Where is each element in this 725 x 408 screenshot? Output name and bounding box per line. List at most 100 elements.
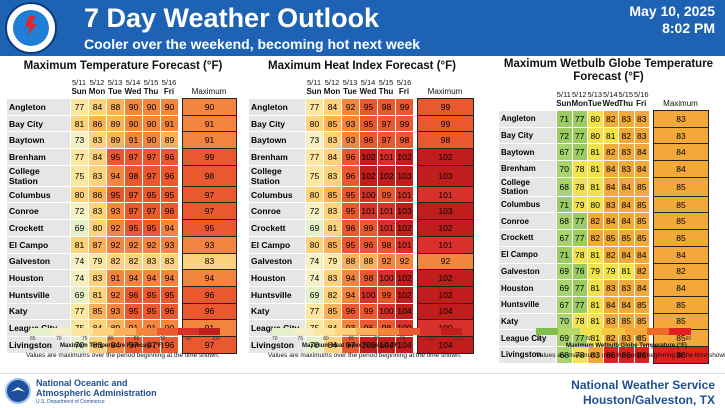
forecast-value-cell: 97 xyxy=(142,164,161,187)
forecast-value-cell: 81 xyxy=(587,279,604,297)
noaa-name-line2: Atmospheric Administration xyxy=(36,388,157,398)
table-row: College Station 68 78 81 84 84 85 85 xyxy=(498,176,709,197)
table-row: Baytown 67 77 81 82 83 84 84 xyxy=(498,143,709,162)
colorbar-tick-label: 70 xyxy=(55,336,62,342)
forecast-value-cell: 77 xyxy=(571,143,588,162)
forecast-value-cell: 82 xyxy=(618,126,635,145)
forecast-value-cell: 83 xyxy=(88,131,107,150)
forecast-value-cell: 77 xyxy=(70,98,89,116)
table-row: Huntsville 69 81 92 96 95 95 96 xyxy=(6,285,237,304)
table-row: Bay City 80 85 93 95 97 99 99 xyxy=(248,114,474,133)
location-name: Houston xyxy=(498,279,557,297)
forecast-value-cell: 85 xyxy=(618,229,635,247)
column-gap xyxy=(413,115,418,132)
colorbar-ticks: 65 70 75 80 85 90 95 100 xyxy=(30,336,220,342)
page-title: 7 Day Weather Outlook xyxy=(84,3,380,33)
forecast-value-cell: 95 xyxy=(341,235,360,254)
forecast-value-cell: 96 xyxy=(160,202,179,221)
nws-office-location: Houston/Galveston, TX xyxy=(582,393,715,407)
forecast-value-cell: 84 xyxy=(88,98,107,116)
maximum-value-cell: 99 xyxy=(417,114,474,133)
forecast-value-cell: 95 xyxy=(124,219,143,237)
maximum-value-cell: 91 xyxy=(182,131,237,150)
forecast-value-cell: 94 xyxy=(341,285,360,304)
forecast-value-cell: 77 xyxy=(571,110,588,128)
forecast-value-cell: 81 xyxy=(88,285,107,304)
forecast-value-cell: 79 xyxy=(587,262,604,281)
column-day: Sun xyxy=(556,99,572,108)
location-name: Katy xyxy=(6,302,71,321)
maximum-value-cell: 84 xyxy=(653,279,709,297)
forecast-table: Angleton 77 84 88 90 90 90 90 Bay City 81 86 89 90 90… xyxy=(6,98,237,354)
location-name: Houston xyxy=(6,269,71,287)
column-date: 5/15 xyxy=(143,78,159,87)
location-name: Crockett xyxy=(6,219,71,237)
forecast-value-cell: 77 xyxy=(571,279,588,297)
forecast-value-cell: 102 xyxy=(395,148,414,166)
forecast-value-cell: 67 xyxy=(556,295,573,314)
column-gap xyxy=(178,236,183,253)
forecast-value-cell: 87 xyxy=(88,235,107,254)
forecast-value-cell: 96 xyxy=(160,164,179,187)
forecast-value-cell: 85 xyxy=(323,302,342,321)
forecast-value-cell: 84 xyxy=(618,176,635,197)
forecast-value-cell: 83 xyxy=(618,279,635,297)
location-name: Huntsville xyxy=(498,295,557,314)
maximum-value-cell: 85 xyxy=(653,195,709,214)
location-name: Katy xyxy=(248,302,306,321)
location-name: Baytown xyxy=(6,131,71,150)
location-name: Angleton xyxy=(498,110,557,128)
forecast-value-cell: 92 xyxy=(142,235,161,254)
forecast-value-cell: 104 xyxy=(395,302,414,321)
footer: National Oceanic and Atmospheric Adminis… xyxy=(0,373,725,408)
column-gap xyxy=(413,253,418,270)
forecast-value-cell: 77 xyxy=(70,148,89,166)
forecast-value-cell: 82 xyxy=(633,262,650,281)
forecast-value-cell: 89 xyxy=(106,114,125,133)
forecast-value-cell: 90 xyxy=(142,131,161,150)
forecast-value-cell: 88 xyxy=(106,98,125,116)
colorbar-tick-label: 65 xyxy=(30,336,36,342)
forecast-value-cell: 84 xyxy=(633,279,650,297)
maximum-value-cell: 92 xyxy=(417,252,474,271)
maximum-value-cell: 98 xyxy=(182,164,237,187)
forecast-value-cell: 103 xyxy=(395,164,414,187)
colorbar-tick-label: 85 xyxy=(348,336,355,342)
forecast-value-cell: 96 xyxy=(359,131,378,150)
forecast-value-cell: 96 xyxy=(160,302,179,321)
table-row: Conroe 72 83 93 97 97 96 97 xyxy=(6,202,237,221)
column-day: Tue xyxy=(587,99,602,108)
forecast-value-cell: 99 xyxy=(395,98,414,116)
forecast-value-cell: 101 xyxy=(359,202,378,221)
maximum-value-cell: 84 xyxy=(653,245,709,264)
forecast-value-cell: 88 xyxy=(359,252,378,271)
column-gap xyxy=(649,263,654,280)
table-row: Baytown 73 83 93 96 97 98 98 xyxy=(248,131,474,150)
column-gap xyxy=(649,212,654,230)
forecast-value-cell: 70 xyxy=(556,160,573,178)
column-gap xyxy=(413,165,418,187)
colorbar-tick-label: 85 xyxy=(133,336,140,342)
forecast-value-cell: 86 xyxy=(618,345,635,364)
forecast-value-cell: 95 xyxy=(124,302,143,321)
column-gap xyxy=(413,148,418,166)
table-row: Columbus 80 85 95 100 99 101 101 xyxy=(248,185,474,204)
location-name: Galveston xyxy=(6,252,71,271)
colorbar-tick-label: 70 xyxy=(272,336,278,342)
forecast-value-cell: 97 xyxy=(142,335,161,354)
forecast-value-cell: 77 xyxy=(305,148,324,166)
forecast-value-cell: 90 xyxy=(142,114,161,133)
forecast-value-cell: 100 xyxy=(359,285,378,304)
column-gap xyxy=(649,229,654,247)
location-name: Houston xyxy=(248,269,306,287)
forecast-value-cell: 69 xyxy=(556,262,573,281)
column-gap xyxy=(178,148,183,166)
column-date: 5/14 xyxy=(125,78,141,87)
forecast-value-cell: 75 xyxy=(70,164,89,187)
forecast-value-cell: 95 xyxy=(359,98,378,116)
forecast-value-cell: 95 xyxy=(142,219,161,237)
maximum-value-cell: 103 xyxy=(417,164,474,187)
forecast-value-cell: 93 xyxy=(160,235,179,254)
table-row: Brenham 77 84 96 102 101 102 102 xyxy=(248,148,474,166)
forecast-value-cell: 69 xyxy=(305,219,324,237)
